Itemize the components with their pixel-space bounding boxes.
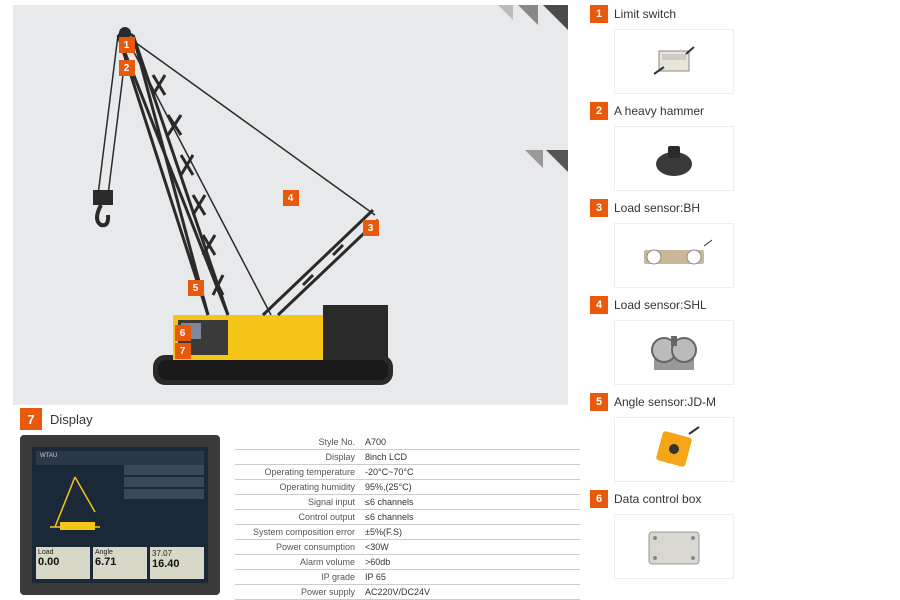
crane-marker: 1 <box>119 37 135 53</box>
component-image <box>614 126 734 191</box>
spec-label: Display <box>235 452 365 462</box>
component-number-badge: 2 <box>590 102 608 120</box>
component-label: Limit switch <box>614 5 676 21</box>
screen-panel: 37.0716.40 <box>150 547 204 579</box>
component-number-badge: 6 <box>590 490 608 508</box>
component-header: 5 Angle sensor:JD-M <box>590 393 890 411</box>
crane-diagram-panel: 1 2 3 4 5 6 7 <box>13 5 568 405</box>
component-image <box>614 417 734 482</box>
spec-label: Operating temperature <box>235 467 365 477</box>
display-section: 7 Display WTAU <box>20 408 580 600</box>
component-header: 6 Data control box <box>590 490 890 508</box>
spec-label: Signal input <box>235 497 365 507</box>
component-number-badge: 7 <box>20 408 42 430</box>
spec-value: ≤6 channels <box>365 497 413 507</box>
spec-row: Alarm volume>60db <box>235 555 580 570</box>
spec-label: Operating humidity <box>235 482 365 492</box>
spec-label: Power consumption <box>235 542 365 552</box>
component-number-badge: 5 <box>590 393 608 411</box>
screen-brand: WTAU <box>36 451 204 465</box>
spec-row: Style No.A700 <box>235 435 580 450</box>
screen-crane-icon <box>40 467 110 537</box>
spec-row: Power consumption<30W <box>235 540 580 555</box>
spec-label: Style No. <box>235 437 365 447</box>
spec-value: AC220V/DC24V <box>365 587 430 597</box>
spec-row: Control output≤6 channels <box>235 510 580 525</box>
decor-triangle <box>525 150 543 168</box>
component-number-badge: 3 <box>590 199 608 217</box>
decor-triangle <box>546 150 568 172</box>
spec-value: A700 <box>365 437 386 447</box>
spec-value: >60db <box>365 557 390 567</box>
spec-value: 95%,(25°C) <box>365 482 412 492</box>
spec-value: <30W <box>365 542 389 552</box>
decor-triangle <box>543 5 568 30</box>
screen-panel: Angle6.71 <box>93 547 147 579</box>
component-label: A heavy hammer <box>614 102 704 118</box>
component-number-badge: 1 <box>590 5 608 23</box>
decor-triangle <box>498 5 513 20</box>
spec-value: -20°C~70°C <box>365 467 413 477</box>
crane-marker: 4 <box>283 190 299 206</box>
component-header: 4 Load sensor:SHL <box>590 296 890 314</box>
display-title: Display <box>50 412 93 427</box>
spec-row: Signal input≤6 channels <box>235 495 580 510</box>
component-label: Angle sensor:JD-M <box>614 393 716 409</box>
crane-illustration <box>43 15 463 395</box>
spec-value: IP 65 <box>365 572 386 582</box>
component-header: 3 Load sensor:BH <box>590 199 890 217</box>
component-header: 1 Limit switch <box>590 5 890 23</box>
crane-marker: 2 <box>119 60 135 76</box>
spec-row: Operating humidity95%,(25°C) <box>235 480 580 495</box>
crane-marker: 7 <box>175 343 191 359</box>
spec-row: IP gradeIP 65 <box>235 570 580 585</box>
spec-label: IP grade <box>235 572 365 582</box>
crane-marker: 5 <box>188 280 204 296</box>
crane-marker: 6 <box>175 325 191 341</box>
spec-row: Display8inch LCD <box>235 450 580 465</box>
spec-value: 8inch LCD <box>365 452 407 462</box>
spec-label: Alarm volume <box>235 557 365 567</box>
component-image <box>614 514 734 579</box>
component-label: Load sensor:BH <box>614 199 700 215</box>
spec-row: Operating temperature-20°C~70°C <box>235 465 580 480</box>
screen-panel: Load0.00 <box>36 547 90 579</box>
display-monitor: WTAU Load0 <box>20 435 220 595</box>
component-image <box>614 223 734 288</box>
spec-value: ±5%(F.S) <box>365 527 402 537</box>
component-number-badge: 4 <box>590 296 608 314</box>
spec-row: System composition error±5%(F.S) <box>235 525 580 540</box>
component-image <box>614 320 734 385</box>
component-header: 2 A heavy hammer <box>590 102 890 120</box>
component-label: Data control box <box>614 490 701 506</box>
crane-marker: 3 <box>363 220 379 236</box>
spec-table: Style No.A700Display8inch LCDOperating t… <box>235 435 580 600</box>
spec-label: System composition error <box>235 527 365 537</box>
spec-label: Control output <box>235 512 365 522</box>
spec-value: ≤6 channels <box>365 512 413 522</box>
spec-label: Power supply <box>235 587 365 597</box>
component-label: Load sensor:SHL <box>614 296 707 312</box>
component-image <box>614 29 734 94</box>
decor-triangle <box>518 5 538 25</box>
spec-row: Power supplyAC220V/DC24V <box>235 585 580 600</box>
